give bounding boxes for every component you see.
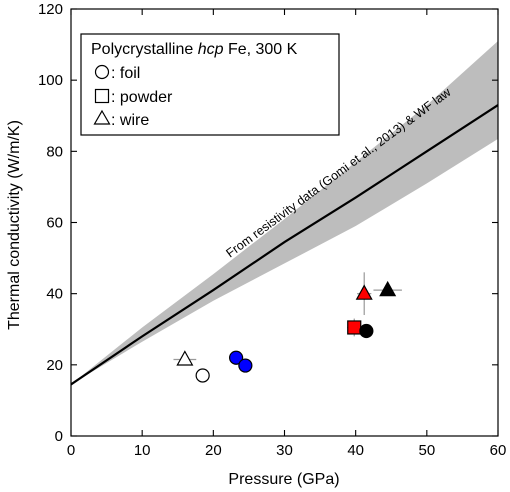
data-point <box>347 318 362 337</box>
legend-entry-powder: : powder <box>111 89 173 106</box>
data-point <box>359 323 374 339</box>
legend-box <box>80 33 340 136</box>
circle-marker <box>238 358 253 373</box>
data-point <box>238 358 253 373</box>
legend-entry-wire: : wire <box>111 112 149 129</box>
triangle-marker <box>379 280 397 297</box>
data-point <box>373 280 402 297</box>
y-tick-label: 40 <box>46 286 63 303</box>
data-points <box>173 272 402 383</box>
legend-entry-foil: : foil <box>111 65 140 82</box>
triangle-marker <box>176 350 194 366</box>
legend-title-prefix: Polycrystalline <box>91 41 198 58</box>
circle-marker <box>229 350 244 365</box>
axis-ticks: 0 10 20 30 40 50 60 0 20 40 60 80 100 120 <box>38 1 506 459</box>
circle-marker <box>195 368 210 383</box>
triangle-marker <box>355 284 373 300</box>
data-point <box>229 350 244 365</box>
uncertainty-band-layer <box>70 41 499 386</box>
y-tick-label: 120 <box>38 1 63 18</box>
y-tick-label: 80 <box>46 143 63 160</box>
x-tick-label: 60 <box>490 442 507 459</box>
y-tick-label: 0 <box>55 428 63 445</box>
data-point <box>355 272 373 316</box>
legend-square-icon <box>94 88 110 104</box>
model-line <box>70 104 499 386</box>
x-tick-label: 40 <box>347 442 364 459</box>
legend-circle-icon <box>94 64 110 80</box>
x-tick-label: 30 <box>276 442 293 459</box>
y-tick-label: 20 <box>46 357 63 374</box>
y-tick-label: 100 <box>38 72 63 89</box>
legend-triangle-icon <box>93 109 111 125</box>
square-marker <box>347 320 362 335</box>
legend-title-suffix: Fe, 300 K <box>224 41 298 58</box>
x-tick-label: 50 <box>418 442 435 459</box>
y-axis-title: Thermal conductivity (W/m/K) <box>6 120 23 330</box>
x-axis-title: Pressure (GPa) <box>228 471 339 488</box>
x-tick-label: 0 <box>67 442 75 459</box>
legend-title: Polycrystalline hcp Fe, 300 K <box>91 41 298 58</box>
circle-marker <box>359 323 374 339</box>
legend: Polycrystalline hcp Fe, 300 K : foil : p… <box>80 33 340 136</box>
x-tick-label: 10 <box>134 442 151 459</box>
legend-title-italic: hcp <box>198 41 224 58</box>
data-point <box>195 368 210 383</box>
x-tick-label: 20 <box>205 442 222 459</box>
data-point <box>173 350 197 366</box>
y-tick-label: 60 <box>46 215 63 232</box>
